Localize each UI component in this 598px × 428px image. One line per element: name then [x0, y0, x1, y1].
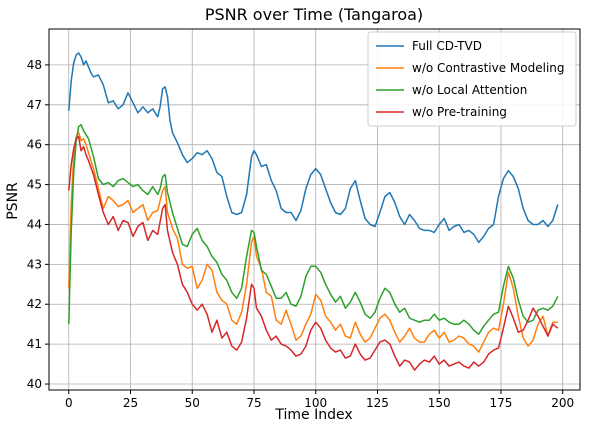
legend-box [367, 31, 577, 127]
series-lines [68, 52, 559, 371]
x-tick-label-5: 125 [366, 396, 389, 410]
x-tick-label-8: 200 [551, 396, 574, 410]
series-line-3 [68, 135, 559, 371]
x-tick-label-4: 100 [304, 396, 327, 410]
legend: Full CD-TVD w/o Contrastive Modeling w/o L… [367, 31, 577, 127]
series-line-1 [68, 131, 558, 353]
x-axis-label: Time Index [274, 407, 352, 423]
legend-label-2: w/o Local Attention [412, 83, 527, 97]
series-line-2 [68, 123, 559, 335]
plot-frame [48, 28, 581, 391]
chart-title: PSNR over Time (Tangaroa) [205, 5, 423, 24]
y-tick-label-2: 42 [27, 297, 42, 311]
x-tick-label-3: 75 [246, 396, 261, 410]
y-tick-label-3: 43 [27, 257, 42, 271]
y-tick-label-7: 47 [27, 98, 42, 112]
x-tick-label-7: 175 [490, 396, 513, 410]
x-tick-label-0: 0 [65, 396, 73, 410]
y-tick-label-5: 45 [27, 178, 42, 192]
x-tick-label-2: 50 [185, 396, 200, 410]
y-axis-label: PSNR [5, 182, 21, 220]
x-tick-label-6: 150 [428, 396, 451, 410]
y-tick-label-6: 46 [27, 138, 42, 152]
x-tick-label-1: 25 [123, 396, 138, 410]
y-tick-label-0: 40 [27, 377, 42, 391]
legend-label-1: w/o Contrastive Modeling [412, 61, 565, 75]
x-axis-ticks: 0 25 50 75 100 125 150 175 200 [65, 390, 574, 410]
y-tick-label-1: 41 [27, 337, 42, 351]
y-axis-ticks: 40 41 42 43 44 45 46 47 48 [27, 58, 49, 391]
legend-label-0: Full CD-TVD [412, 39, 482, 53]
legend-label-3: w/o Pre-training [412, 105, 507, 119]
series-line-0 [68, 52, 559, 244]
y-tick-label-4: 44 [27, 217, 42, 231]
y-tick-label-8: 48 [27, 58, 42, 72]
